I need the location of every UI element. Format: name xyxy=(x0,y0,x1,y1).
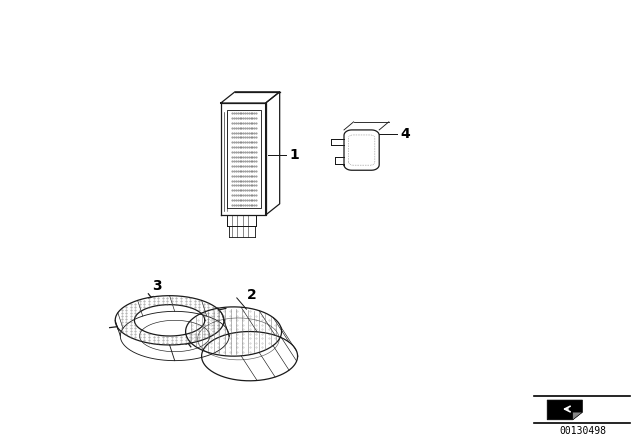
Text: 1: 1 xyxy=(289,147,299,162)
Polygon shape xyxy=(573,412,582,420)
Polygon shape xyxy=(547,400,582,420)
Text: 3: 3 xyxy=(152,280,162,293)
Text: 2: 2 xyxy=(246,288,256,302)
Text: 4: 4 xyxy=(400,127,410,142)
Text: 00130498: 00130498 xyxy=(559,426,606,436)
